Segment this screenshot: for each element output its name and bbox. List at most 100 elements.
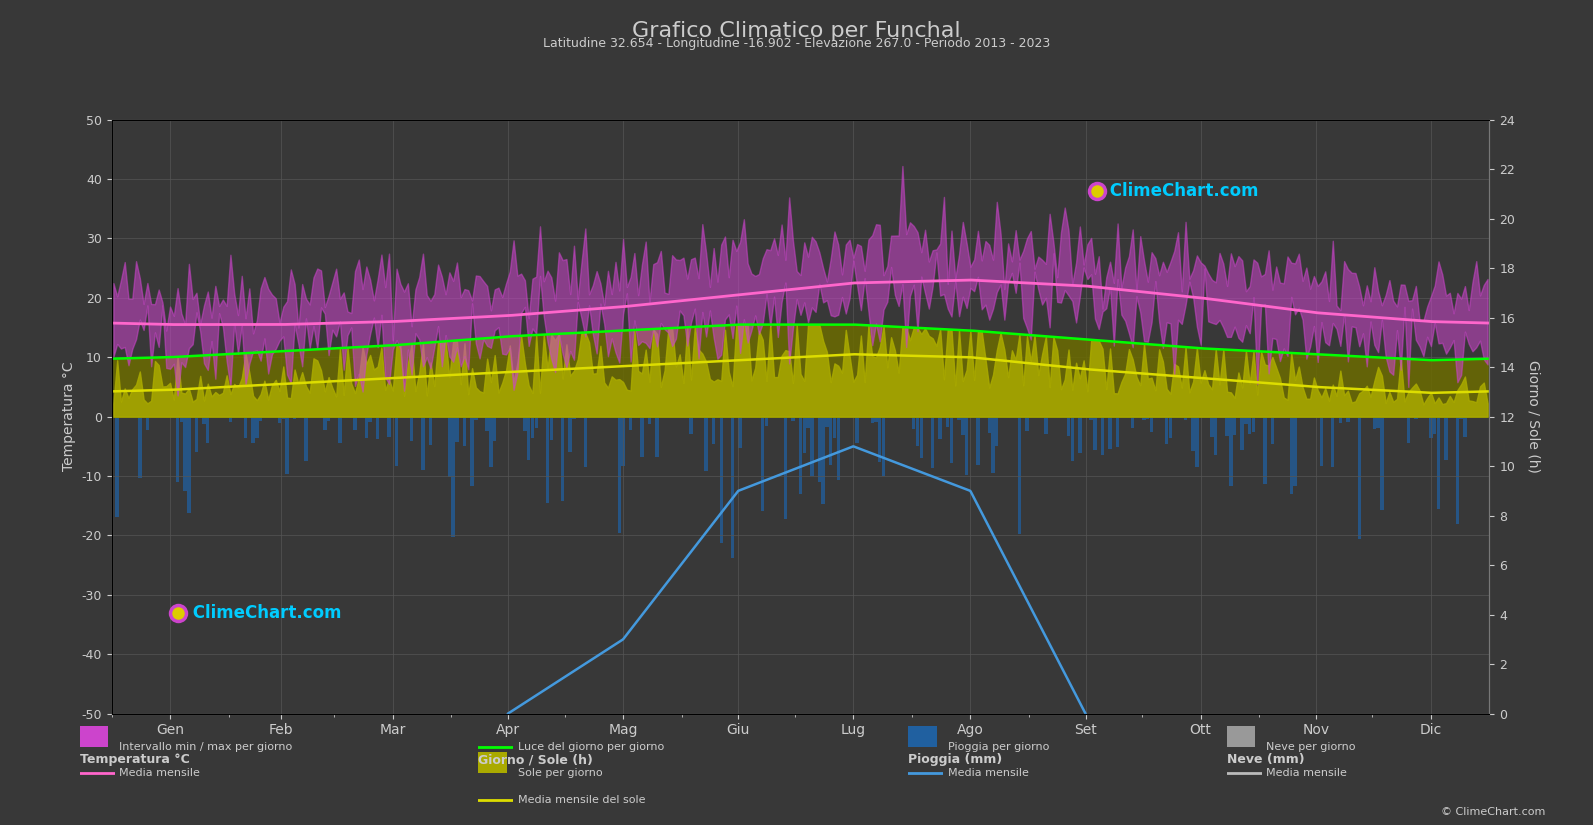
- Bar: [277, 417, 282, 423]
- Bar: [180, 417, 183, 422]
- Bar: [1338, 417, 1341, 423]
- Bar: [354, 417, 357, 431]
- Text: Media mensile: Media mensile: [948, 768, 1029, 778]
- Bar: [1026, 417, 1029, 431]
- Bar: [1247, 417, 1252, 434]
- Bar: [1214, 417, 1217, 455]
- Bar: [252, 417, 255, 443]
- Bar: [825, 417, 828, 427]
- Bar: [761, 417, 765, 511]
- Bar: [712, 417, 715, 445]
- Bar: [1445, 417, 1448, 460]
- Bar: [304, 417, 307, 461]
- Bar: [282, 417, 285, 419]
- Bar: [1195, 417, 1198, 467]
- Bar: [1109, 417, 1112, 449]
- Bar: [229, 417, 233, 422]
- Bar: [376, 417, 379, 439]
- Bar: [1093, 417, 1096, 450]
- Bar: [429, 417, 432, 446]
- Bar: [1211, 417, 1214, 437]
- Bar: [855, 417, 859, 443]
- Bar: [1415, 417, 1418, 419]
- Bar: [1294, 417, 1297, 486]
- Bar: [572, 417, 575, 419]
- Bar: [285, 417, 288, 474]
- Bar: [739, 417, 742, 448]
- Bar: [1192, 417, 1195, 451]
- Bar: [1263, 417, 1266, 483]
- Bar: [448, 417, 451, 478]
- Bar: [546, 417, 550, 503]
- Bar: [530, 417, 534, 438]
- Bar: [1078, 417, 1082, 453]
- Bar: [1233, 417, 1236, 435]
- Text: Intervallo min / max per giorno: Intervallo min / max per giorno: [119, 742, 293, 752]
- Bar: [765, 417, 768, 426]
- Bar: [988, 417, 991, 433]
- Bar: [1018, 417, 1021, 535]
- Bar: [338, 417, 341, 443]
- Bar: [139, 417, 142, 478]
- Text: ClimeChart.com: ClimeChart.com: [1104, 182, 1258, 200]
- Bar: [464, 417, 467, 446]
- Bar: [1376, 417, 1380, 428]
- Bar: [1131, 417, 1134, 428]
- Text: Grafico Climatico per Funchal: Grafico Climatico per Funchal: [632, 21, 961, 40]
- Bar: [949, 417, 953, 463]
- Bar: [704, 417, 707, 471]
- Text: Pioggia (mm): Pioggia (mm): [908, 753, 1002, 766]
- Bar: [409, 417, 413, 441]
- Bar: [583, 417, 586, 466]
- Text: ClimeChart.com: ClimeChart.com: [188, 604, 342, 622]
- Bar: [1043, 417, 1048, 434]
- Bar: [1150, 417, 1153, 432]
- Bar: [1007, 417, 1010, 418]
- Bar: [1090, 417, 1093, 420]
- Bar: [535, 417, 538, 427]
- Bar: [205, 417, 209, 443]
- Text: Sole per giorno: Sole per giorno: [518, 768, 602, 778]
- Bar: [817, 417, 820, 482]
- Bar: [1070, 417, 1074, 461]
- Bar: [822, 417, 825, 504]
- Bar: [475, 417, 478, 421]
- Bar: [996, 417, 999, 446]
- Bar: [421, 417, 425, 470]
- Bar: [836, 417, 840, 480]
- Bar: [784, 417, 787, 519]
- Text: Luce del giorno per giorno: Luce del giorno per giorno: [518, 742, 664, 752]
- Bar: [878, 417, 881, 461]
- Bar: [365, 417, 368, 437]
- Bar: [833, 417, 836, 438]
- Bar: [1145, 417, 1150, 419]
- Bar: [1101, 417, 1104, 455]
- Bar: [1225, 417, 1228, 436]
- Bar: [965, 417, 969, 474]
- Bar: [456, 417, 459, 441]
- Text: Latitudine 32.654 - Longitudine -16.902 - Elevazione 267.0 - Periodo 2013 - 2023: Latitudine 32.654 - Longitudine -16.902 …: [543, 37, 1050, 50]
- Bar: [1332, 417, 1335, 466]
- Bar: [1456, 417, 1459, 524]
- Bar: [569, 417, 572, 452]
- Bar: [1357, 417, 1360, 539]
- Bar: [803, 417, 806, 453]
- Bar: [1230, 417, 1233, 486]
- Bar: [1184, 417, 1187, 420]
- Bar: [451, 417, 456, 537]
- Bar: [1429, 417, 1432, 438]
- Bar: [1373, 417, 1376, 428]
- Bar: [1067, 417, 1070, 436]
- Bar: [1346, 417, 1349, 422]
- Bar: [470, 417, 473, 487]
- Bar: [690, 417, 693, 435]
- Text: Temperatura °C: Temperatura °C: [80, 753, 190, 766]
- Bar: [1252, 417, 1255, 432]
- Bar: [655, 417, 660, 457]
- Bar: [977, 417, 980, 464]
- Bar: [883, 417, 886, 476]
- Bar: [244, 417, 247, 438]
- Bar: [260, 417, 263, 421]
- Bar: [640, 417, 644, 457]
- Bar: [1241, 417, 1244, 450]
